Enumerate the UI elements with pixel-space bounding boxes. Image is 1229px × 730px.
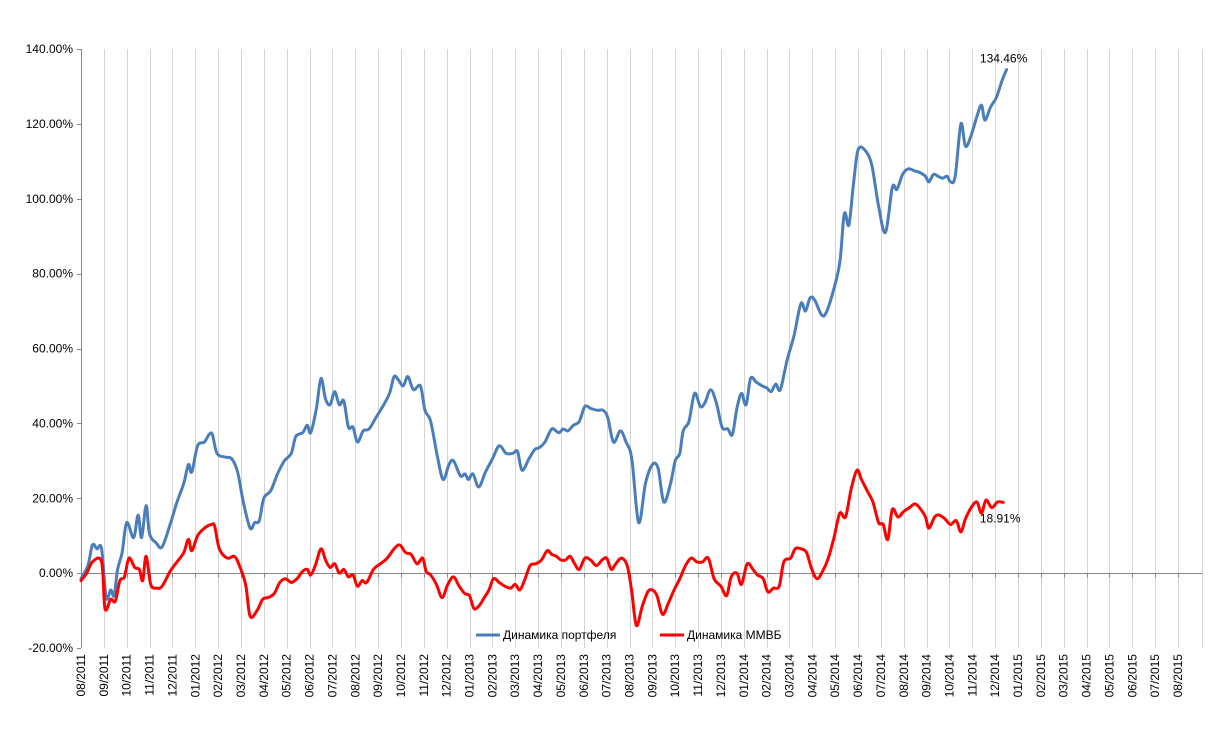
- y-tick-label: 100.00%: [26, 192, 74, 206]
- x-tick-label: 10/2012: [394, 654, 408, 698]
- x-tick-label: 03/2012: [234, 654, 248, 698]
- portfolio-end-label: 134.46%: [980, 52, 1028, 66]
- x-tick-label: 05/2015: [1102, 654, 1116, 698]
- x-tick-label: 12/2012: [440, 654, 454, 698]
- x-axis-tick-labels: 08/2011 09/2011 10/2011 11/2011 12/2011 01/20…: [74, 654, 1185, 698]
- x-tick-label: 04/2014: [805, 654, 819, 698]
- x-tick-label: 04/2015: [1080, 654, 1094, 698]
- x-tick-label: 08/2011: [74, 654, 88, 697]
- y-tick-label: 140.00%: [26, 42, 74, 56]
- x-tick-label: 07/2012: [325, 654, 339, 698]
- x-tick-label: 06/2013: [577, 654, 591, 698]
- x-tick-label: 11/2013: [691, 654, 705, 697]
- x-tick-label: 09/2011: [97, 654, 111, 697]
- portfolio-series-line: [79, 68, 1009, 601]
- x-tick-label: 07/2015: [1148, 654, 1162, 698]
- series-layer: [79, 68, 1009, 628]
- x-tick-label: 10/2011: [120, 654, 134, 697]
- vertical-gridlines: [81, 49, 1203, 648]
- y-tick-label: 20.00%: [32, 491, 73, 505]
- x-tick-label: 08/2013: [623, 654, 637, 698]
- x-tick-label: 02/2013: [485, 654, 499, 698]
- x-tick-label: 08/2014: [897, 654, 911, 698]
- x-tick-label: 04/2012: [257, 654, 271, 698]
- x-tick-label: 05/2012: [280, 654, 294, 698]
- x-tick-label: 11/2011: [143, 654, 157, 696]
- x-tick-label: 01/2015: [1011, 654, 1025, 698]
- x-tick-label: 01/2012: [188, 654, 202, 698]
- x-tick-label: 04/2013: [531, 654, 545, 698]
- x-tick-label: 05/2014: [828, 654, 842, 698]
- x-tick-label: 12/2011: [165, 654, 179, 697]
- micex-series-line: [79, 468, 1005, 628]
- x-tick-label: 07/2013: [600, 654, 614, 698]
- x-tick-label: 09/2012: [371, 654, 385, 698]
- x-tick-label: 11/2012: [417, 654, 431, 697]
- x-tick-label: 05/2013: [554, 654, 568, 698]
- x-tick-label: 12/2013: [714, 654, 728, 698]
- x-tick-label: 02/2012: [211, 654, 225, 698]
- x-tick-label: 02/2014: [760, 654, 774, 698]
- y-tick-label: 40.00%: [32, 416, 73, 430]
- x-tick-label: 03/2015: [1057, 654, 1071, 698]
- x-tick-label: 03/2014: [782, 654, 796, 698]
- legend-item-portfolio: Динамика портфеля: [476, 628, 616, 642]
- legend-label: Динамика ММВБ: [687, 628, 782, 642]
- x-tick-label: 11/2014: [965, 654, 979, 697]
- y-tick-label: 120.00%: [26, 117, 74, 131]
- x-tick-label: 09/2013: [645, 654, 659, 698]
- x-tick-label: 10/2014: [942, 654, 956, 698]
- y-tick-label: -20.00%: [28, 641, 73, 655]
- x-tick-label: 10/2013: [668, 654, 682, 698]
- x-tick-label: 06/2015: [1125, 654, 1139, 698]
- x-tick-label: 06/2014: [851, 654, 865, 698]
- x-tick-label: 08/2012: [348, 654, 362, 698]
- y-tick-label: 0.00%: [39, 566, 73, 580]
- y-tick-label: 80.00%: [32, 267, 73, 281]
- x-tick-label: 06/2012: [303, 654, 317, 698]
- legend-item-micex: Динамика ММВБ: [660, 628, 782, 642]
- y-tick-label: 60.00%: [32, 342, 73, 356]
- axes: [77, 49, 1202, 649]
- micex-end-label: 18.91%: [980, 511, 1021, 525]
- x-tick-label: 01/2014: [737, 654, 751, 698]
- y-axis-tick-labels: -20.00% 0.00% 20.00% 40.00% 60.00% 80.00% 100.…: [26, 42, 74, 655]
- legend-label: Динамика портфеля: [503, 628, 616, 642]
- x-tick-label: 03/2013: [508, 654, 522, 698]
- end-value-labels: 134.46% 18.91%: [980, 52, 1028, 526]
- x-tick-label: 02/2015: [1034, 654, 1048, 698]
- x-tick-label: 08/2015: [1171, 654, 1185, 698]
- x-tick-label: 01/2013: [463, 654, 477, 698]
- legend: Динамика портфеля Динамика ММВБ: [476, 628, 782, 642]
- x-tick-label: 12/2014: [988, 654, 1002, 698]
- x-tick-label: 07/2014: [874, 654, 888, 698]
- x-tick-label: 09/2014: [920, 654, 934, 698]
